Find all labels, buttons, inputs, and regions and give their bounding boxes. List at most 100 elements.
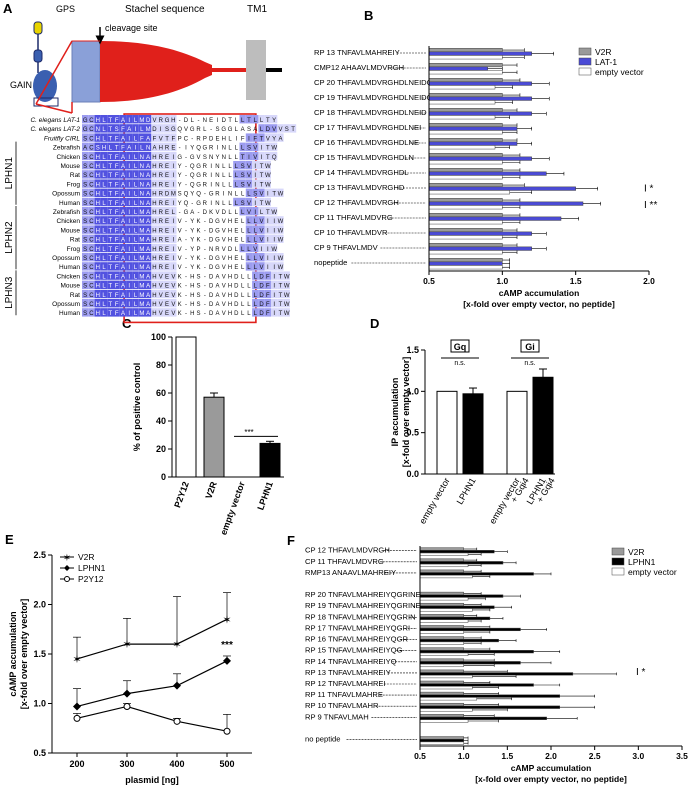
residue-highlight bbox=[138, 124, 145, 133]
residue: E bbox=[165, 238, 169, 244]
residue-highlight bbox=[151, 216, 158, 225]
residue-highlight bbox=[132, 243, 139, 253]
residue: V bbox=[247, 201, 251, 207]
residue: R bbox=[159, 219, 164, 225]
residue: L bbox=[102, 173, 106, 179]
residue: L bbox=[247, 228, 251, 234]
residue-highlight bbox=[170, 161, 177, 170]
group-label: LPHN3 bbox=[4, 276, 15, 309]
residue-highlight bbox=[264, 197, 271, 207]
residue-highlight bbox=[94, 207, 101, 216]
residue-highlight bbox=[82, 225, 89, 234]
residue-highlight bbox=[264, 289, 271, 299]
residue: C bbox=[89, 173, 94, 179]
residue: T bbox=[266, 118, 270, 124]
residue: L bbox=[222, 164, 226, 170]
bar bbox=[175, 336, 197, 478]
residue: Q bbox=[196, 192, 201, 198]
residue: N bbox=[146, 146, 150, 152]
residue: F bbox=[115, 136, 119, 142]
residue-highlight bbox=[264, 234, 271, 243]
residue: E bbox=[165, 219, 169, 225]
data-point: ✶ bbox=[222, 614, 231, 626]
residue-highlight bbox=[252, 188, 259, 197]
residue: Q bbox=[190, 164, 195, 170]
residue: L bbox=[102, 136, 106, 142]
residue: C bbox=[89, 155, 94, 161]
residue: L bbox=[134, 238, 138, 244]
x-tick-label: V2R bbox=[203, 480, 219, 500]
residue: A bbox=[278, 136, 282, 142]
residue-highlight bbox=[145, 234, 152, 243]
bar bbox=[419, 663, 464, 668]
residue: V bbox=[222, 238, 226, 244]
residue-highlight bbox=[264, 253, 271, 262]
residue-highlight bbox=[88, 124, 95, 133]
residue-highlight bbox=[88, 170, 95, 179]
residue: H bbox=[96, 182, 100, 188]
residue-highlight bbox=[88, 280, 95, 289]
data-point bbox=[123, 702, 131, 710]
g-protein-box bbox=[520, 339, 540, 353]
residue: E bbox=[209, 118, 213, 124]
residue: A bbox=[146, 274, 150, 280]
residue: D bbox=[209, 219, 214, 225]
residue-highlight bbox=[126, 142, 133, 151]
data-point bbox=[73, 702, 81, 711]
residue-highlight bbox=[252, 271, 259, 280]
residue: V bbox=[159, 311, 163, 317]
residue-highlight bbox=[264, 179, 271, 188]
residue-highlight bbox=[157, 308, 164, 317]
residue-highlight bbox=[107, 170, 114, 179]
residue-highlight bbox=[233, 161, 240, 170]
residue-highlight bbox=[258, 151, 265, 161]
residue: H bbox=[96, 173, 100, 179]
residue-highlight bbox=[157, 271, 164, 280]
residue: H bbox=[228, 238, 232, 244]
residue: A bbox=[121, 182, 125, 188]
residue: L bbox=[102, 274, 106, 280]
residue: I bbox=[261, 146, 263, 152]
residue: D bbox=[259, 311, 264, 317]
residue-highlight bbox=[145, 188, 152, 197]
residue: - bbox=[185, 155, 187, 161]
residue-highlight bbox=[283, 289, 290, 299]
residue: N bbox=[140, 182, 144, 188]
residue: F bbox=[253, 136, 257, 142]
residue: C bbox=[89, 127, 94, 133]
residue: G bbox=[184, 210, 189, 216]
ns-label: n.s. bbox=[524, 360, 535, 367]
peptide-label: CMP12 AHAAVLMDVRGH bbox=[314, 63, 404, 72]
residue: Y bbox=[190, 247, 194, 253]
residue-highlight bbox=[264, 142, 271, 151]
bar bbox=[419, 605, 495, 609]
species-label: Fruitfly CIRL bbox=[44, 135, 81, 142]
residue: I bbox=[267, 238, 269, 244]
residue: D bbox=[184, 118, 189, 124]
residue: L bbox=[134, 201, 138, 207]
residue-highlight bbox=[163, 225, 171, 234]
residue: R bbox=[159, 256, 164, 262]
residue-highlight bbox=[163, 161, 171, 170]
residue: A bbox=[146, 247, 150, 253]
residue: C bbox=[89, 274, 94, 280]
residue: F bbox=[172, 136, 176, 142]
residue: D bbox=[209, 311, 214, 317]
series-line bbox=[76, 660, 228, 708]
residue: M bbox=[146, 127, 151, 133]
residue-highlight bbox=[170, 243, 177, 253]
residue-highlight bbox=[277, 216, 284, 225]
bar bbox=[419, 608, 473, 612]
y-tick-label: 20 bbox=[156, 444, 166, 454]
residue: F bbox=[266, 284, 270, 290]
bar bbox=[428, 261, 503, 266]
residue: L bbox=[247, 265, 251, 271]
residue: N bbox=[209, 155, 213, 161]
y-axis-title: IP accumulation bbox=[390, 378, 400, 447]
residue-highlight bbox=[100, 161, 108, 170]
residue: F bbox=[115, 192, 119, 198]
residue: A bbox=[121, 228, 125, 234]
peptide-label: RP 20 TNFAVLMAHREIYQGRINEL bbox=[305, 590, 425, 599]
bar bbox=[419, 741, 464, 745]
residue-highlight bbox=[252, 253, 259, 262]
